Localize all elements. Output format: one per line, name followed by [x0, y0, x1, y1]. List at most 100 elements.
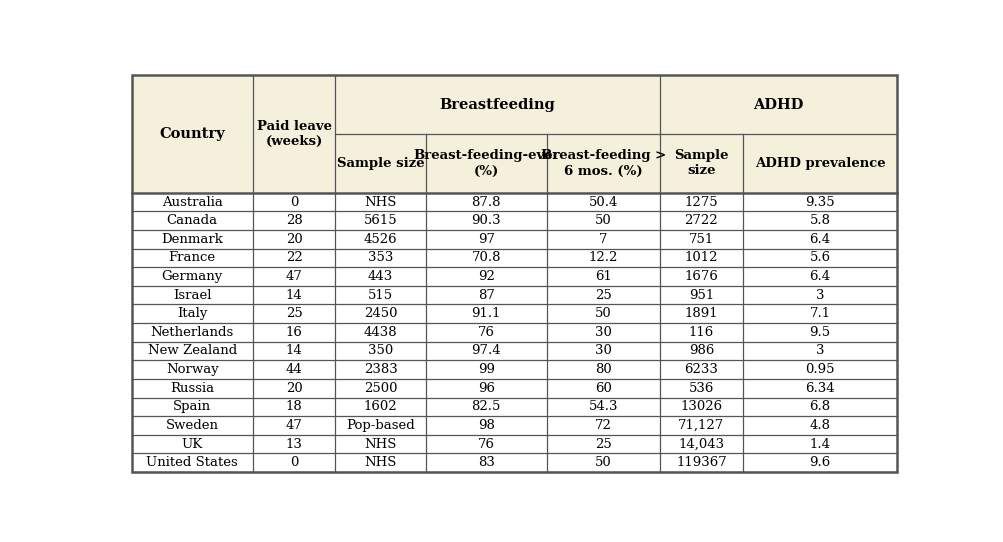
Text: 97: 97 — [477, 233, 494, 246]
Text: Norway: Norway — [165, 363, 219, 376]
Text: 22: 22 — [286, 251, 302, 264]
Text: Breast-feeding-ever
(%): Breast-feeding-ever (%) — [412, 150, 559, 177]
Text: 751: 751 — [688, 233, 713, 246]
Text: New Zealand: New Zealand — [147, 345, 237, 358]
Text: 9.35: 9.35 — [804, 196, 834, 209]
Text: 0.95: 0.95 — [804, 363, 833, 376]
Text: 91.1: 91.1 — [471, 307, 500, 320]
Text: 50: 50 — [595, 456, 611, 469]
Text: 60: 60 — [595, 382, 611, 395]
Text: 50.4: 50.4 — [588, 196, 618, 209]
Text: 99: 99 — [477, 363, 494, 376]
Text: 14: 14 — [286, 289, 302, 302]
Text: 6233: 6233 — [684, 363, 717, 376]
Text: Australia: Australia — [161, 196, 223, 209]
Text: 13: 13 — [285, 437, 302, 450]
Text: UK: UK — [182, 437, 203, 450]
Text: 1012: 1012 — [684, 251, 717, 264]
Text: 986: 986 — [688, 345, 713, 358]
Text: 4438: 4438 — [363, 326, 397, 339]
Text: Spain: Spain — [173, 401, 211, 414]
Text: Breast-feeding >
6 mos. (%): Breast-feeding > 6 mos. (%) — [541, 150, 665, 177]
Text: 2383: 2383 — [363, 363, 397, 376]
Text: 2722: 2722 — [684, 214, 717, 227]
Text: 9.6: 9.6 — [808, 456, 829, 469]
Text: Italy: Italy — [177, 307, 208, 320]
Text: 5.8: 5.8 — [808, 214, 829, 227]
Text: 6.4: 6.4 — [808, 270, 829, 283]
Text: ADHD prevalence: ADHD prevalence — [754, 157, 885, 170]
Text: 12.2: 12.2 — [588, 251, 618, 264]
Text: 0: 0 — [290, 196, 298, 209]
Text: Sample size: Sample size — [336, 157, 424, 170]
Text: 92: 92 — [477, 270, 494, 283]
Text: 18: 18 — [286, 401, 302, 414]
Bar — [131, 193, 897, 472]
Text: 1891: 1891 — [684, 307, 717, 320]
Text: Pop-based: Pop-based — [346, 419, 414, 432]
Text: 443: 443 — [367, 270, 393, 283]
Text: 44: 44 — [286, 363, 302, 376]
Text: 2500: 2500 — [363, 382, 397, 395]
Text: Canada: Canada — [166, 214, 218, 227]
Text: 70.8: 70.8 — [471, 251, 500, 264]
Text: 9.5: 9.5 — [808, 326, 829, 339]
Text: 50: 50 — [595, 307, 611, 320]
Text: 20: 20 — [286, 382, 302, 395]
Text: NHS: NHS — [364, 196, 396, 209]
Text: 76: 76 — [477, 326, 494, 339]
Text: Denmark: Denmark — [161, 233, 223, 246]
Text: 25: 25 — [595, 289, 611, 302]
Text: NHS: NHS — [364, 456, 396, 469]
Text: 6.4: 6.4 — [808, 233, 829, 246]
Text: 14,043: 14,043 — [678, 437, 724, 450]
Text: Israel: Israel — [173, 289, 212, 302]
Text: 87.8: 87.8 — [471, 196, 500, 209]
Text: 20: 20 — [286, 233, 302, 246]
Text: Sample
size: Sample size — [673, 150, 728, 177]
Text: 50: 50 — [595, 214, 611, 227]
Text: 3: 3 — [815, 289, 823, 302]
Text: 14: 14 — [286, 345, 302, 358]
Text: 116: 116 — [688, 326, 713, 339]
Text: 47: 47 — [285, 419, 302, 432]
Text: 1676: 1676 — [684, 270, 717, 283]
Text: 76: 76 — [477, 437, 494, 450]
Text: 71,127: 71,127 — [678, 419, 724, 432]
Text: 25: 25 — [595, 437, 611, 450]
Text: 97.4: 97.4 — [471, 345, 500, 358]
Text: 6.34: 6.34 — [804, 382, 834, 395]
Text: United States: United States — [146, 456, 238, 469]
Text: NHS: NHS — [364, 437, 396, 450]
Text: ADHD: ADHD — [753, 98, 803, 112]
Text: 0: 0 — [290, 456, 298, 469]
Text: 350: 350 — [367, 345, 393, 358]
Text: 3: 3 — [815, 345, 823, 358]
Text: 536: 536 — [688, 382, 713, 395]
Text: 72: 72 — [595, 419, 611, 432]
Text: Country: Country — [159, 127, 225, 141]
Text: 47: 47 — [285, 270, 302, 283]
Bar — [131, 75, 897, 193]
Text: 13026: 13026 — [680, 401, 722, 414]
Text: 353: 353 — [367, 251, 393, 264]
Text: 6.8: 6.8 — [808, 401, 829, 414]
Text: 28: 28 — [286, 214, 302, 227]
Text: 25: 25 — [286, 307, 302, 320]
Text: 1.4: 1.4 — [808, 437, 829, 450]
Text: 82.5: 82.5 — [471, 401, 500, 414]
Text: 951: 951 — [688, 289, 713, 302]
Text: 515: 515 — [368, 289, 393, 302]
Text: 80: 80 — [595, 363, 611, 376]
Text: 2450: 2450 — [363, 307, 397, 320]
Text: 87: 87 — [477, 289, 494, 302]
Text: 61: 61 — [595, 270, 611, 283]
Text: 5.6: 5.6 — [808, 251, 829, 264]
Text: 5615: 5615 — [363, 214, 397, 227]
Text: Russia: Russia — [170, 382, 214, 395]
Text: Breastfeeding: Breastfeeding — [439, 98, 555, 112]
Text: 119367: 119367 — [675, 456, 726, 469]
Text: Germany: Germany — [161, 270, 223, 283]
Text: 98: 98 — [477, 419, 494, 432]
Text: 30: 30 — [595, 326, 611, 339]
